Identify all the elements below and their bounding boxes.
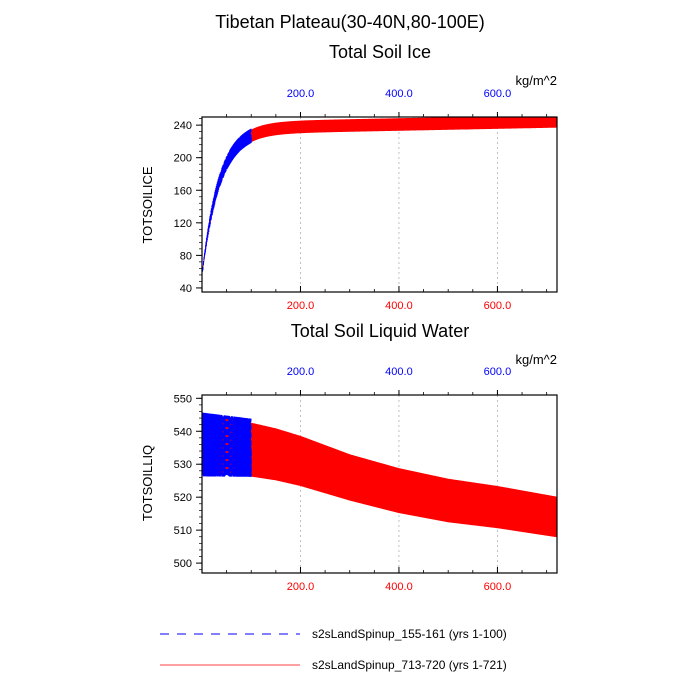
axes: 200.0 400.0 600.0 200.0 400.0 600.0 40 80 120 160…	[174, 88, 558, 312]
series-line-red	[202, 116, 558, 272]
x-tick-label-bottom: 600.0	[484, 581, 512, 593]
x-tick-label-top: 400.0	[385, 366, 413, 378]
x-tick-label-bottom: 200.0	[287, 581, 315, 593]
y-tick-label: 240	[174, 120, 192, 132]
y-tick-label: 120	[174, 218, 192, 230]
y-tick-label: 520	[174, 492, 192, 504]
series-line-blue	[201, 412, 252, 477]
y-tick-label: 530	[174, 459, 192, 471]
y-tick-label: 200	[174, 153, 192, 165]
y-tick-label: 160	[174, 185, 192, 197]
axes: 200.0 400.0 600.0 200.0 400.0 600.0 500 510 520 5…	[174, 366, 558, 593]
y-tick-label: 500	[174, 558, 192, 570]
panel-soil-liquid-water: Total Soil Liquid Water kg/m^2 TOTSOILLI…	[140, 321, 558, 593]
x-tick-label-bottom: 400.0	[385, 300, 413, 312]
y-tick-label: 40	[180, 283, 192, 295]
x-tick-label-top: 600.0	[484, 366, 512, 378]
x-tick-label-top: 200.0	[287, 366, 315, 378]
series-layer	[201, 412, 558, 538]
panel-title: Total Soil Ice	[329, 42, 431, 62]
x-tick-label-top: 600.0	[484, 88, 512, 100]
x-tick-label-bottom: 600.0	[484, 300, 512, 312]
series-layer	[201, 116, 558, 272]
figure-title: Tibetan Plateau(30-40N,80-100E)	[215, 12, 485, 32]
y-tick-label: 550	[174, 393, 192, 405]
y-tick-label: 540	[174, 426, 192, 438]
legend: s2sLandSpinup_155-161 (yrs 1-100) s2sLan…	[160, 627, 507, 672]
y-axis-label: TOTSOILLIQ	[140, 445, 155, 521]
units-label: kg/m^2	[515, 73, 557, 88]
legend-label: s2sLandSpinup_713-720 (yrs 1-721)	[312, 658, 507, 672]
panel-soil-ice: Total Soil Ice kg/m^2 TOTSOILICE 200.0 40…	[140, 42, 558, 312]
series-line-blue	[201, 128, 252, 272]
grid-lines	[300, 117, 498, 292]
x-tick-label-bottom: 400.0	[385, 581, 413, 593]
series-line-red	[202, 415, 558, 538]
y-tick-label: 80	[180, 250, 192, 262]
x-tick-label-top: 200.0	[287, 88, 315, 100]
x-tick-label-bottom: 200.0	[287, 300, 315, 312]
y-tick-label: 510	[174, 525, 192, 537]
units-label: kg/m^2	[515, 352, 557, 367]
legend-label: s2sLandSpinup_155-161 (yrs 1-100)	[312, 627, 507, 641]
plot-frame	[201, 394, 558, 574]
x-tick-label-top: 400.0	[385, 88, 413, 100]
y-axis-label: TOTSOILICE	[140, 166, 155, 243]
panel-title: Total Soil Liquid Water	[291, 321, 469, 341]
plot-frame	[201, 116, 558, 293]
